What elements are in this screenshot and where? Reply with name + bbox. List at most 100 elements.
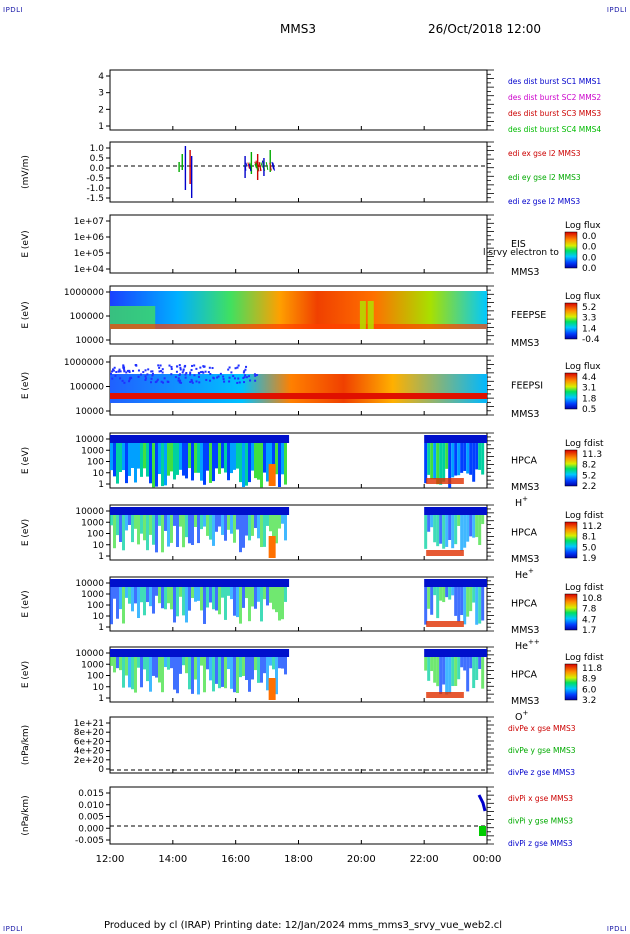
hpca-column: [134, 587, 137, 604]
hpca-column: [113, 587, 116, 599]
hpca-column: [230, 657, 233, 689]
spectrogram-speckle: [158, 366, 161, 369]
hpca-column: [269, 657, 272, 666]
instrument-label: HPCA: [511, 455, 538, 466]
spectrogram-speckle: [232, 375, 235, 378]
spectrogram-speckle: [142, 371, 145, 374]
species-charge: ++: [528, 638, 540, 646]
hpca-column: [263, 657, 266, 674]
hpca-column: [110, 515, 113, 526]
spectrogram-speckle: [208, 366, 211, 369]
spectrogram-speckle: [245, 365, 248, 368]
hpca-top-band: [110, 579, 290, 587]
legend-entry: divPe z gse MMS3: [508, 768, 575, 777]
hpca-column: [436, 657, 440, 687]
y-tick-label: 0.015: [78, 789, 104, 799]
spectrogram-speckle: [184, 376, 187, 379]
colorbar: [564, 521, 578, 559]
y-axis-label: E (eV): [21, 661, 31, 688]
edi-trace: [261, 160, 265, 171]
hpca-column: [176, 443, 179, 475]
spacecraft-label: MMS3: [511, 267, 539, 278]
hpca-column: [155, 657, 158, 678]
spectrogram-speckle: [198, 381, 201, 384]
spectrogram-speckle: [245, 376, 248, 379]
hpca-top-band: [110, 435, 290, 443]
y-axis-label: (nPa/km): [21, 725, 31, 765]
hpca-column: [122, 515, 125, 551]
colorbar-tick-label: 5.0: [582, 543, 597, 553]
spectrogram-speckle: [156, 378, 159, 381]
colorbar-title: Log flux: [565, 362, 601, 372]
hpca-column: [248, 443, 251, 483]
hpca-column: [185, 443, 188, 479]
spectrogram-speckle: [123, 370, 126, 373]
spectrogram-speckle: [189, 371, 192, 374]
spectrogram-speckle: [146, 373, 149, 376]
hpca-column: [242, 657, 245, 676]
colorbar: [564, 372, 578, 410]
hpca-top-band: [424, 579, 487, 587]
spectrogram-speckle: [174, 376, 177, 379]
spectrogram-speckle: [254, 374, 257, 377]
colorbar: [564, 231, 578, 269]
colorbar-title: Log fdist: [565, 583, 604, 593]
hpca-column: [224, 657, 227, 689]
hpca-column: [158, 587, 161, 604]
spectrogram-speckle: [242, 376, 245, 379]
hpca-column: [260, 587, 263, 622]
edi-trace: [269, 162, 272, 171]
hpca-column: [143, 587, 146, 616]
y-tick-label: -0.5: [86, 174, 104, 184]
hpca-column: [158, 443, 161, 475]
hpca-column: [164, 515, 167, 531]
colorbar-tick-label: 0.0: [582, 264, 597, 274]
hpca-column: [212, 515, 215, 546]
spectrogram-speckle: [123, 381, 126, 384]
y-tick-label: -1.5: [86, 194, 104, 204]
hpca-column: [230, 443, 233, 474]
colorbar-tick-label: 0.0: [582, 232, 597, 242]
y-tick-label: 0.000: [78, 824, 104, 834]
hpca-column: [245, 657, 248, 681]
hpca-column: [164, 657, 167, 668]
spectrogram-speckle: [151, 370, 154, 373]
hpca-column: [430, 587, 434, 615]
edi-trace: [271, 161, 275, 170]
spectrogram-speckle: [178, 381, 181, 384]
species-label: O+: [515, 709, 528, 723]
hpca-column: [269, 515, 272, 532]
colorbar-tick-label: 8.9: [582, 675, 597, 685]
hpca-column: [451, 657, 455, 687]
y-tick-label: 1: [98, 480, 104, 490]
edi-trace: [249, 162, 252, 170]
hpca-top-band: [424, 507, 487, 515]
spectrogram-speckle: [211, 367, 214, 370]
hpca-column: [478, 657, 482, 669]
spectrogram-speckle: [179, 366, 182, 369]
hpca-column: [170, 515, 173, 543]
colorbar-tick-label: 0.0: [582, 243, 597, 253]
spectrogram-speckle: [176, 365, 179, 368]
hpca-low-patch: [426, 478, 464, 484]
species-charge: +: [522, 495, 528, 503]
y-axis-label: E (eV): [21, 519, 31, 546]
hpca-column: [451, 443, 455, 478]
hpca-column: [110, 657, 113, 666]
y-tick-label: 4e+20: [74, 747, 105, 757]
hpca-column: [233, 515, 236, 543]
edi-trace: [255, 162, 259, 171]
hpca-column: [460, 657, 464, 668]
hpca-column: [242, 515, 245, 548]
legend-entry: divPe y gse MMS3: [508, 746, 576, 755]
spectrogram-speckle: [128, 378, 131, 381]
colorbar-tick-label: 1.4: [582, 324, 597, 334]
hpca-column: [191, 443, 194, 481]
y-tick-label: 1000000: [64, 288, 104, 298]
spectrogram-speckle: [233, 377, 236, 380]
panel-edi: 1.00.50.0-0.5-1.0-1.5 (mV/m) edi ex gse l2…: [21, 141, 581, 206]
spectrogram-speckle: [207, 371, 210, 374]
spectrogram-speckle: [237, 377, 240, 380]
panel-dist: 4 3 2 1 des dist burst SC1 MMS1 des dist burs…: [98, 69, 601, 134]
spectrogram-speckle: [191, 381, 194, 384]
